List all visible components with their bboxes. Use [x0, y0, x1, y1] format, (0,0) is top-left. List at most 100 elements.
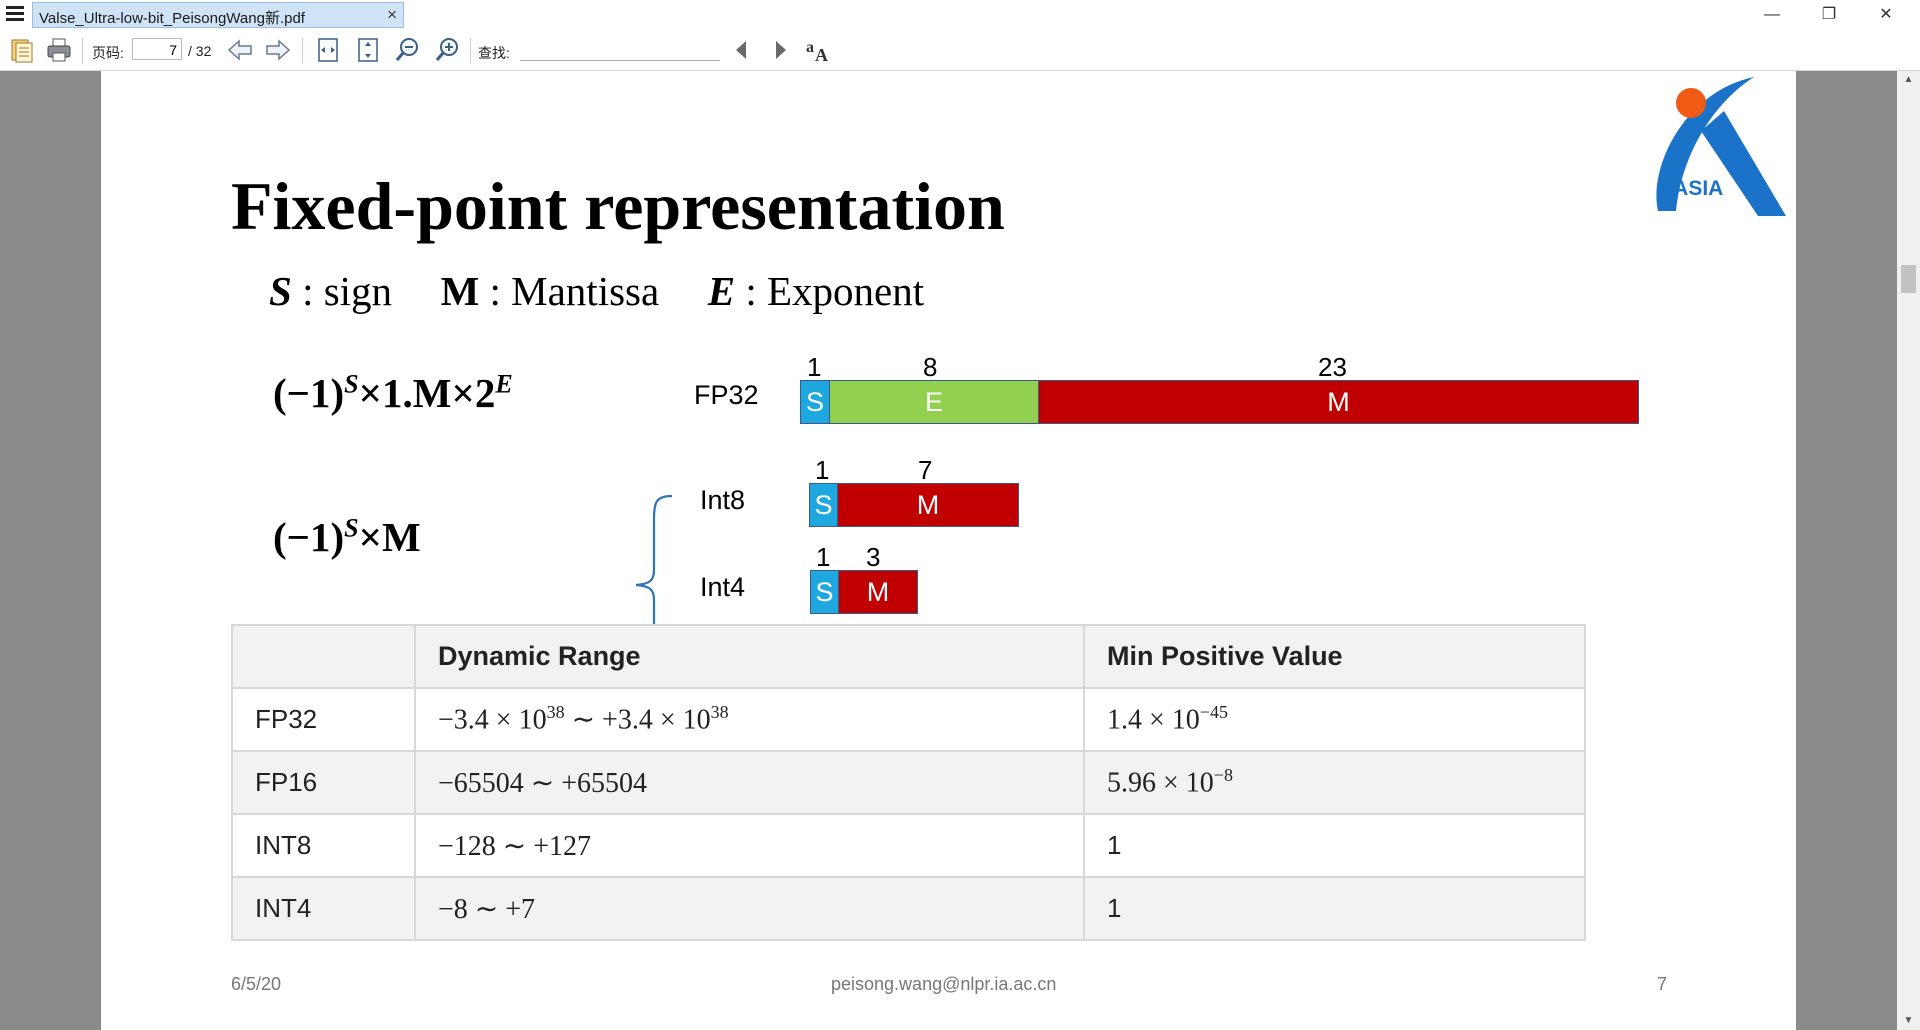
float-formula: (−1)S×1.M×2E [273, 369, 513, 417]
fp32-mantissa-segment: M [1038, 380, 1639, 424]
formula-power-exponent: E [495, 369, 513, 399]
footer-page-number: 7 [1657, 974, 1668, 994]
mantissa-text: : Mantissa [479, 268, 660, 314]
table-header-cell: Min Positive Value [1083, 624, 1586, 689]
int-formula: (−1)S×M [273, 513, 421, 561]
table-row: INT4 −8 ∼ +7 1 [231, 876, 1586, 941]
min-value: 5.96 × 10 [1107, 767, 1214, 799]
fit-width-icon[interactable] [314, 36, 342, 64]
formula-body: ×1.M×2 [358, 370, 496, 416]
int-formula-base: (−1) [273, 514, 345, 560]
format-name-cell: INT4 [231, 876, 416, 941]
title-bar: Valse_Ultra-low-bit_PeisongWang新.pdf × —… [0, 0, 1920, 30]
int4-mantissa-segment: M [838, 570, 918, 614]
formula-base: (−1) [273, 370, 345, 416]
toolbar: 页码: 7 / 32 查找: a A [0, 30, 1920, 71]
footer-date: 6/5/20 [231, 974, 282, 994]
page-number-input[interactable]: 7 [132, 38, 182, 60]
min-value-cell: 1 [1083, 813, 1586, 878]
int8-sign-bits: 1 [815, 455, 830, 485]
next-page-icon[interactable] [264, 36, 292, 64]
number-format-table: Dynamic Range Min Positive Value FP32 −3… [231, 624, 1586, 941]
toolbar-separator [82, 38, 83, 64]
table-row: FP16 −65504 ∼ +65504 5.96 × 10−8 [231, 750, 1586, 815]
toolbar-separator [470, 38, 471, 64]
int-formula-sign-exponent: S [344, 513, 359, 543]
range-low: −3.4 × 10 [438, 704, 547, 736]
formula-sign-exponent: S [344, 369, 359, 399]
fit-page-icon[interactable] [354, 36, 382, 64]
format-name-cell: FP16 [231, 750, 416, 815]
dynamic-range-cell: −3.4 × 1038 ∼ +3.4 × 1038 [414, 687, 1085, 752]
min-value-cell: 1.4 × 10−45 [1083, 687, 1586, 752]
hamburger-menu-icon[interactable] [6, 6, 24, 22]
fp32-exponent-segment: E [829, 380, 1039, 424]
min-value-cell: 1 [1083, 876, 1586, 941]
print-icon[interactable] [45, 36, 73, 64]
table-header-cell: Dynamic Range [414, 624, 1085, 689]
fp32-label: FP32 [694, 380, 759, 410]
fp32-exponent-bits: 8 [923, 352, 938, 382]
previous-page-icon[interactable] [226, 36, 254, 64]
exponent-text: : Exponent [735, 268, 925, 314]
sign-symbol: S [269, 268, 292, 314]
format-name-cell: FP32 [231, 687, 416, 752]
svg-text:a: a [806, 39, 814, 56]
dynamic-range-cell: −65504 ∼ +65504 [414, 750, 1085, 815]
exponent-symbol: E [707, 268, 736, 314]
scrollbar-thumb[interactable] [1901, 265, 1916, 293]
int8-mantissa-bits: 7 [918, 455, 933, 485]
int8-mantissa-segment: M [837, 483, 1019, 527]
find-previous-icon[interactable] [728, 36, 756, 64]
page-total: / 32 [188, 43, 212, 59]
slide-title: Fixed-point representation [231, 168, 1005, 244]
restore-button[interactable]: ❐ [1821, 6, 1837, 23]
min-value-exponent: −45 [1199, 702, 1228, 723]
document-tab-label: Valse_Ultra-low-bit_PeisongWang新.pdf [39, 10, 305, 27]
toolbar-separator [302, 38, 303, 64]
dynamic-range-cell: −128 ∼ +127 [414, 813, 1085, 878]
table-header-cell [231, 624, 416, 689]
find-next-icon[interactable] [766, 36, 794, 64]
document-properties-icon[interactable] [8, 36, 36, 64]
zoom-out-icon[interactable] [394, 36, 422, 64]
int4-sign-segment: S [810, 570, 839, 614]
range-high-exponent: 38 [710, 702, 729, 723]
table-row: FP32 −3.4 × 1038 ∼ +3.4 × 1038 1.4 × 10−… [231, 687, 1586, 752]
range-high: ∼ +3.4 × 10 [564, 704, 711, 736]
page-label: 页码: [92, 45, 124, 61]
scroll-up-icon[interactable]: ▲ [1903, 74, 1914, 85]
int8-sign-segment: S [809, 483, 838, 527]
notation-legend: S : sign M : Mantissa E : Exponent [269, 267, 924, 315]
sign-text: : sign [291, 268, 393, 314]
footer-email: peisong.wang@nlpr.ia.ac.cn [831, 974, 1057, 994]
dynamic-range-cell: −8 ∼ +7 [414, 876, 1085, 941]
int8-label: Int8 [700, 485, 746, 515]
fp32-sign-bits: 1 [807, 352, 822, 382]
minimize-button[interactable]: — [1764, 6, 1780, 23]
pdf-page: CASIA Fixed-point representation S : sig… [101, 71, 1796, 1030]
translate-icon[interactable]: a A [804, 36, 832, 64]
document-tab[interactable]: Valse_Ultra-low-bit_PeisongWang新.pdf × [32, 2, 404, 28]
scroll-down-icon[interactable]: ▼ [1903, 1015, 1914, 1026]
int4-label: Int4 [700, 572, 746, 602]
find-label: 查找: [478, 45, 510, 61]
logo-text: CASIA [1658, 177, 1723, 200]
tab-close-icon[interactable]: × [387, 5, 397, 24]
fp32-sign-segment: S [800, 380, 830, 424]
int4-sign-bits: 1 [816, 542, 831, 572]
table-header-row: Dynamic Range Min Positive Value [231, 624, 1586, 689]
min-value: 1.4 × 10 [1107, 704, 1200, 736]
vertical-scrollbar[interactable]: ▲ ▼ [1897, 71, 1920, 1030]
fp32-mantissa-bits: 23 [1318, 352, 1347, 382]
svg-text:A: A [815, 45, 828, 64]
zoom-in-icon[interactable] [434, 36, 462, 64]
int-formula-body: ×M [358, 514, 421, 560]
range-low-exponent: 38 [546, 702, 565, 723]
close-window-button[interactable]: ✕ [1879, 6, 1893, 23]
format-name-cell: INT8 [231, 813, 416, 878]
int4-mantissa-bits: 3 [866, 542, 881, 572]
find-input[interactable] [520, 38, 720, 61]
casia-logo: CASIA [1656, 77, 1786, 216]
min-value-cell: 5.96 × 10−8 [1083, 750, 1586, 815]
